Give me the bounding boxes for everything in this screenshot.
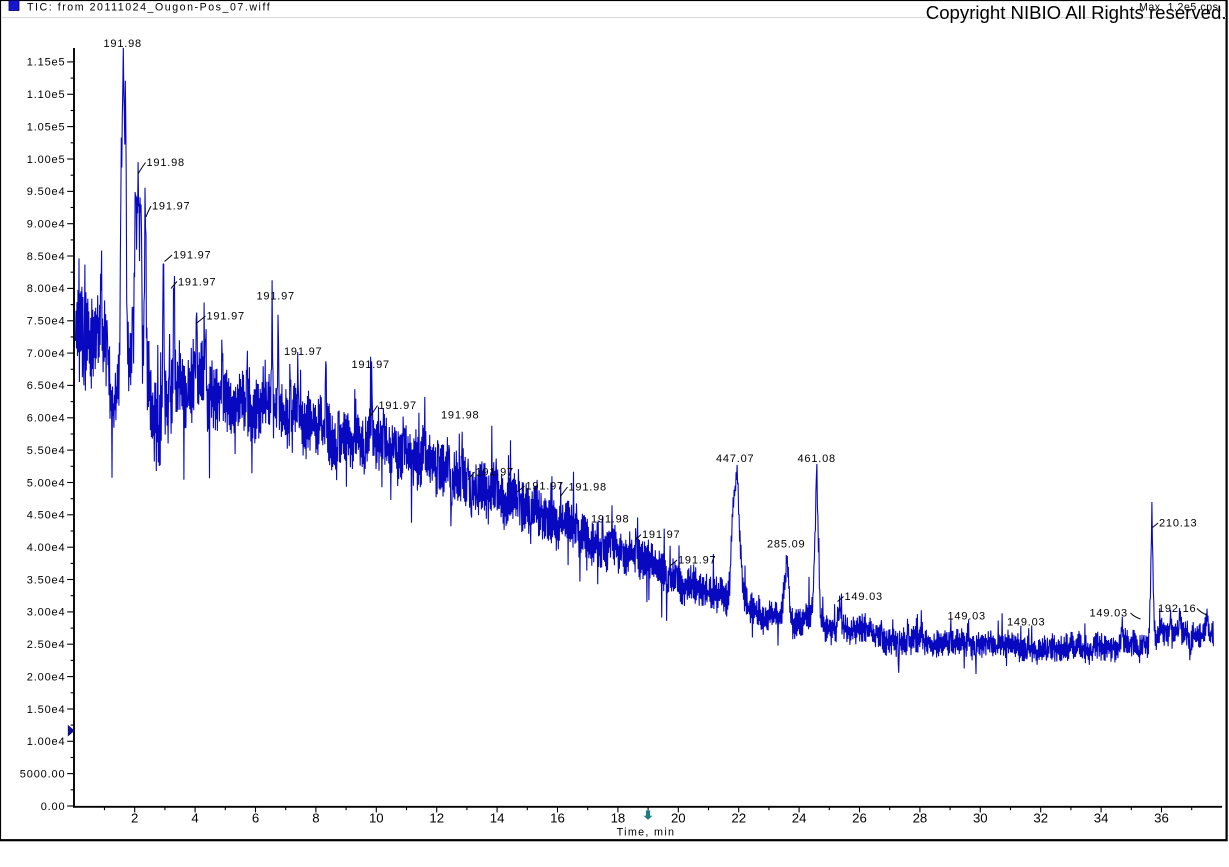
svg-text:4: 4 [191, 811, 198, 826]
svg-text:447.07: 447.07 [716, 453, 754, 465]
svg-text:9.00e4: 9.00e4 [27, 219, 66, 231]
svg-text:20: 20 [671, 811, 686, 826]
svg-text:4.50e4: 4.50e4 [27, 510, 66, 522]
svg-text:7.50e4: 7.50e4 [27, 316, 66, 328]
svg-text:TIC: from 20111024_Ougon-Pos_0: TIC: from 20111024_Ougon-Pos_07.wiff [27, 2, 271, 14]
svg-text:191.97: 191.97 [173, 250, 211, 262]
svg-text:8.50e4: 8.50e4 [27, 251, 66, 263]
svg-text:149.03: 149.03 [948, 611, 986, 623]
svg-text:8: 8 [312, 811, 319, 826]
svg-text:14: 14 [490, 811, 505, 826]
svg-text:8.00e4: 8.00e4 [27, 283, 66, 295]
svg-text:3.00e4: 3.00e4 [27, 607, 66, 619]
svg-text:Copyright NIBIO All Rights res: Copyright NIBIO All Rights reserved. [926, 2, 1227, 23]
svg-text:34: 34 [1094, 811, 1109, 826]
svg-text:191.97: 191.97 [284, 346, 322, 358]
svg-text:191.98: 191.98 [147, 157, 185, 169]
svg-text:22: 22 [731, 811, 746, 826]
svg-text:2.00e4: 2.00e4 [27, 671, 66, 683]
svg-text:2: 2 [131, 811, 138, 826]
svg-text:26: 26 [852, 811, 867, 826]
svg-text:1.50e4: 1.50e4 [27, 704, 66, 716]
svg-text:191.97: 191.97 [526, 481, 564, 493]
svg-text:9.50e4: 9.50e4 [27, 186, 66, 198]
svg-text:16: 16 [550, 811, 565, 826]
svg-text:6.50e4: 6.50e4 [27, 380, 66, 392]
svg-text:1.10e5: 1.10e5 [27, 89, 66, 101]
svg-text:285.09: 285.09 [767, 539, 805, 551]
svg-text:0.00: 0.00 [41, 801, 66, 813]
svg-text:24: 24 [792, 811, 807, 826]
svg-text:Time, min: Time, min [617, 827, 676, 839]
svg-text:191.97: 191.97 [207, 311, 245, 323]
svg-text:30: 30 [973, 811, 988, 826]
svg-text:149.03: 149.03 [1007, 617, 1045, 629]
svg-text:5.00e4: 5.00e4 [27, 477, 66, 489]
svg-text:2.50e4: 2.50e4 [27, 639, 66, 651]
svg-text:1.15e5: 1.15e5 [27, 57, 66, 69]
svg-text:191.97: 191.97 [678, 555, 716, 567]
svg-text:4.00e4: 4.00e4 [27, 542, 66, 554]
svg-text:191.97: 191.97 [152, 201, 190, 213]
svg-text:3.50e4: 3.50e4 [27, 574, 66, 586]
svg-text:191.97: 191.97 [352, 359, 390, 371]
svg-text:6.00e4: 6.00e4 [27, 413, 66, 425]
svg-text:149.03: 149.03 [845, 591, 883, 603]
svg-text:5.50e4: 5.50e4 [27, 445, 66, 457]
svg-text:191.97: 191.97 [476, 467, 514, 479]
svg-text:1.05e5: 1.05e5 [27, 121, 66, 133]
svg-text:1.00e5: 1.00e5 [27, 154, 66, 166]
svg-text:210.13: 210.13 [1159, 518, 1197, 530]
svg-text:191.97: 191.97 [379, 400, 417, 412]
svg-text:191.98: 191.98 [441, 410, 479, 422]
svg-text:32: 32 [1033, 811, 1048, 826]
svg-text:191.97: 191.97 [178, 277, 216, 289]
svg-text:28: 28 [913, 811, 928, 826]
svg-text:5000.00: 5000.00 [20, 768, 66, 780]
svg-text:191.98: 191.98 [104, 38, 142, 50]
svg-text:1.00e4: 1.00e4 [27, 736, 66, 748]
svg-text:Max. 1.2e5 cps.: Max. 1.2e5 cps. [1139, 2, 1222, 14]
svg-text:191.97: 191.97 [642, 529, 680, 541]
svg-text:36: 36 [1154, 811, 1169, 826]
svg-text:18: 18 [611, 811, 626, 826]
svg-text:191.97: 191.97 [257, 291, 295, 303]
svg-text:12: 12 [429, 811, 444, 826]
svg-text:10: 10 [369, 811, 384, 826]
svg-text:191.98: 191.98 [591, 514, 629, 526]
svg-text:461.08: 461.08 [798, 453, 836, 465]
svg-text:7.00e4: 7.00e4 [27, 348, 66, 360]
svg-text:192.16: 192.16 [1158, 603, 1196, 615]
svg-text:191.98: 191.98 [569, 482, 607, 494]
svg-text:149.03: 149.03 [1090, 608, 1128, 620]
svg-text:6: 6 [252, 811, 259, 826]
